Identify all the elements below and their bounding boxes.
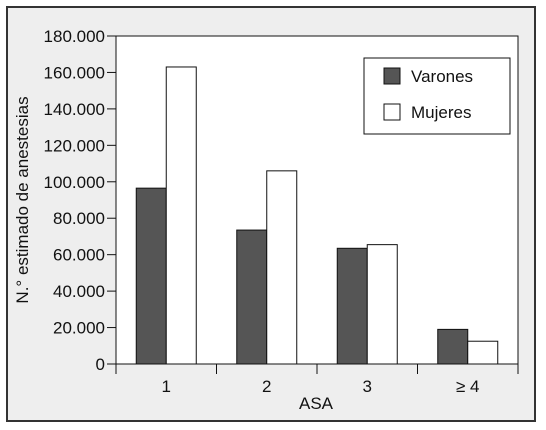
y-tick-label: 100.000	[44, 173, 105, 192]
y-tick-label: 0	[96, 355, 105, 374]
y-axis: 0 20.000 40.000 60.000 80.000 100.000 120.000 1…	[44, 27, 116, 374]
y-tick-label: 20.000	[53, 319, 105, 338]
bar-mujeres-3	[366, 244, 398, 365]
bar-varones-3	[336, 247, 368, 365]
y-axis-label: N.° estimado de anestesias	[13, 96, 32, 303]
y-tick-label: 40.000	[53, 282, 105, 301]
bar-varones-2	[236, 229, 268, 365]
legend-label-mujeres: Mujeres	[411, 103, 471, 122]
y-tick-label: 160.000	[44, 63, 105, 82]
bar-varones-4	[437, 328, 469, 365]
x-axis: 1 2 3 ≥ 4	[115, 364, 519, 396]
legend: Varones Mujeres	[363, 57, 511, 135]
y-tick-label: 120.000	[44, 136, 105, 155]
bar-mujeres-2	[266, 170, 298, 365]
x-tick-label: 2	[262, 377, 271, 396]
x-tick-label: ≥ 4	[456, 377, 480, 396]
bar-mujeres-1	[165, 66, 197, 365]
y-tick-label: 180.000	[44, 27, 105, 46]
x-axis-label: ASA	[299, 394, 334, 413]
x-tick-label: 1	[162, 377, 171, 396]
bar-varones-1	[135, 187, 167, 365]
y-tick-label: 140.000	[44, 100, 105, 119]
bars-group	[135, 66, 499, 365]
x-tick-label: 3	[363, 377, 372, 396]
y-tick-label: 60.000	[53, 246, 105, 265]
legend-swatch-mujeres	[383, 103, 401, 121]
legend-swatch-varones	[383, 67, 401, 85]
legend-label-varones: Varones	[411, 67, 473, 86]
bar-mujeres-4	[467, 340, 499, 365]
y-tick-label: 80.000	[53, 209, 105, 228]
